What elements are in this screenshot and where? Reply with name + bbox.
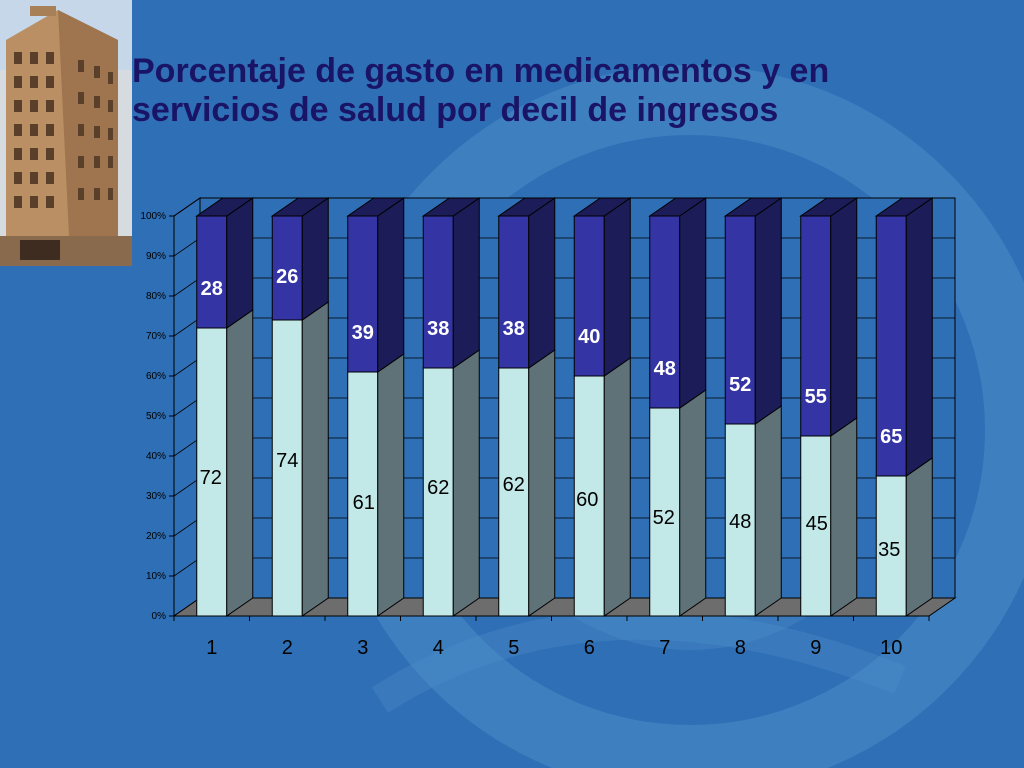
bar-segment-top — [347, 215, 379, 373]
bar-segment-top — [875, 215, 907, 477]
x-tick-label: 5 — [508, 637, 519, 659]
bar-cap — [346, 197, 406, 217]
data-label-top: 65 — [880, 426, 902, 448]
bar-segment-top — [498, 215, 530, 369]
y-tick-label: 100% — [140, 211, 166, 222]
bar-segment-top-side — [452, 197, 480, 369]
y-tick-label: 40% — [146, 451, 166, 462]
x-tick-label: 7 — [659, 637, 670, 659]
data-label-bottom: 62 — [427, 477, 449, 499]
bar-cap — [648, 197, 708, 217]
data-label-bottom: 45 — [806, 513, 828, 535]
bar-segment-top-side — [226, 197, 254, 329]
bar-segment-top-side — [754, 197, 782, 425]
y-tick-label: 20% — [146, 531, 166, 542]
bar-segment-top-side — [603, 197, 631, 377]
bar-segment-bottom — [724, 423, 756, 617]
data-label-top: 26 — [276, 266, 298, 288]
x-tick-label: 3 — [357, 637, 368, 659]
bar-cap — [270, 197, 330, 217]
data-label-bottom: 62 — [503, 474, 525, 496]
y-tick-label: 70% — [146, 331, 166, 342]
bar-segment-top-side — [377, 197, 405, 373]
y-tick-label: 50% — [146, 411, 166, 422]
bar-cap — [572, 197, 632, 217]
bar-cap — [497, 197, 557, 217]
bar-segment-bottom-side — [603, 357, 631, 617]
data-label-bottom: 72 — [200, 467, 222, 489]
bar-segment-top-side — [679, 197, 707, 409]
data-label-bottom: 74 — [276, 450, 298, 472]
bar-segment-top-side — [905, 197, 933, 477]
x-tick-label: 6 — [584, 637, 595, 659]
data-label-top: 55 — [805, 386, 827, 408]
data-label-bottom: 48 — [729, 511, 751, 533]
x-tick-label: 2 — [282, 637, 293, 659]
y-tick-label: 90% — [146, 251, 166, 262]
bar-segment-bottom-side — [452, 349, 480, 617]
bar-segment-bottom-side — [377, 353, 405, 617]
x-tick-label: 1 — [206, 637, 217, 659]
data-label-top: 52 — [729, 374, 751, 396]
data-label-bottom: 52 — [653, 507, 675, 529]
y-tick-label: 80% — [146, 291, 166, 302]
y-tick-label: 60% — [146, 371, 166, 382]
bar-segment-top — [573, 215, 605, 377]
bar-segment-bottom — [498, 367, 530, 617]
data-label-bottom: 35 — [878, 539, 900, 561]
y-tick-label: 30% — [146, 491, 166, 502]
bar-segment-top — [271, 215, 303, 321]
data-label-bottom: 61 — [353, 492, 375, 514]
bar-cap — [421, 197, 481, 217]
x-tick-label: 10 — [880, 637, 902, 659]
slide-title: Porcentaje de gasto en medicamentos y en… — [132, 52, 1012, 130]
data-label-top: 28 — [201, 278, 223, 300]
bar-cap — [723, 197, 783, 217]
data-label-top: 38 — [503, 318, 525, 340]
title-line-1: Porcentaje de gasto en medicamentos y en — [132, 52, 830, 90]
title-line-2: servicios de salud por decil de ingresos — [132, 91, 779, 129]
bar-segment-bottom-side — [679, 389, 707, 617]
data-label-top: 38 — [427, 318, 449, 340]
bar-segment-bottom-side — [528, 349, 556, 617]
bar-cap — [195, 197, 255, 217]
bar-segment-bottom — [196, 327, 228, 617]
x-tick-label: 9 — [810, 637, 821, 659]
data-label-top: 48 — [654, 358, 676, 380]
bar-segment-bottom-side — [754, 405, 782, 617]
bar-segment-bottom-side — [226, 309, 254, 617]
x-tick-label: 4 — [433, 637, 444, 659]
bar-segment-top-side — [830, 197, 858, 437]
x-tick-label: 8 — [735, 637, 746, 659]
data-label-top: 40 — [578, 326, 600, 348]
bar-cap — [799, 197, 859, 217]
bar-segment-top — [422, 215, 454, 369]
bar-segment-top-side — [301, 197, 329, 321]
bar-segment-bottom-side — [301, 301, 329, 617]
bar-segment-bottom-side — [830, 417, 858, 617]
bar-segment-bottom — [649, 407, 681, 617]
bar-segment-top — [196, 215, 228, 329]
bar-cap — [874, 197, 934, 217]
y-tick-label: 10% — [146, 571, 166, 582]
bar-segment-bottom — [573, 375, 605, 617]
bar-segment-bottom — [347, 371, 379, 617]
data-label-bottom: 60 — [576, 489, 598, 511]
y-tick-label: 0% — [152, 611, 167, 622]
data-label-top: 39 — [352, 322, 374, 344]
building-photo — [0, 0, 132, 266]
bar-segment-bottom-side — [905, 457, 933, 617]
bar-segment-top-side — [528, 197, 556, 369]
